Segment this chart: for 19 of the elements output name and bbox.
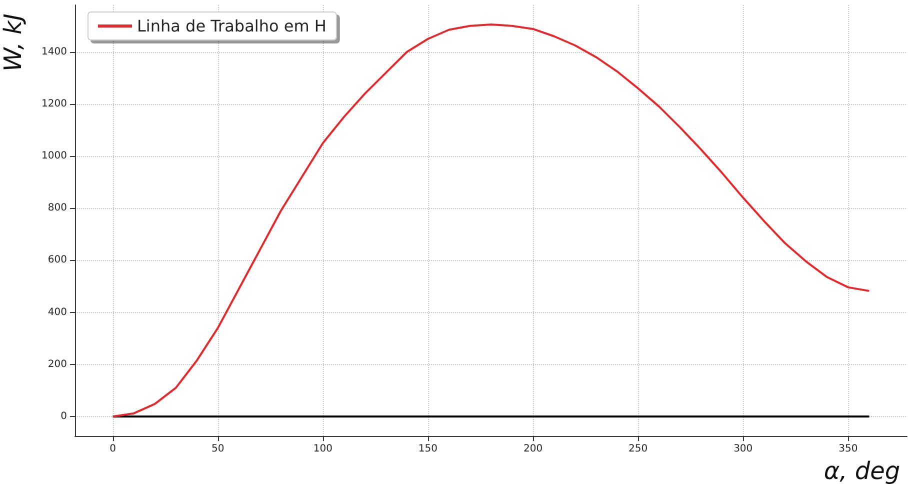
x-axis-title: α, deg [824, 456, 900, 485]
x-tick-label: 350 [838, 444, 858, 454]
y-tick-label: 600 [48, 254, 67, 266]
x-tick-label: 0 [110, 444, 116, 454]
x-tick-label: 200 [523, 444, 543, 454]
x-tick-label: 150 [418, 444, 438, 454]
x-tick-label: 300 [734, 444, 753, 454]
y-tick-label: 200 [48, 358, 67, 370]
y-tick-label: 1000 [42, 150, 67, 162]
x-tick-label: 100 [313, 444, 332, 454]
y-tick-label: 400 [48, 306, 67, 318]
x-tick-label: 50 [212, 444, 224, 454]
y-tick-label: 800 [48, 202, 67, 214]
y-tick-label: 1400 [42, 46, 67, 58]
x-tick-label: 250 [628, 444, 648, 454]
legend-label: Linha de Trabalho em H [137, 16, 326, 36]
y-tick-label: 0 [60, 410, 67, 422]
y-axis-title: W, kJ [0, 13, 27, 72]
y-tick-label: 1200 [42, 98, 67, 110]
